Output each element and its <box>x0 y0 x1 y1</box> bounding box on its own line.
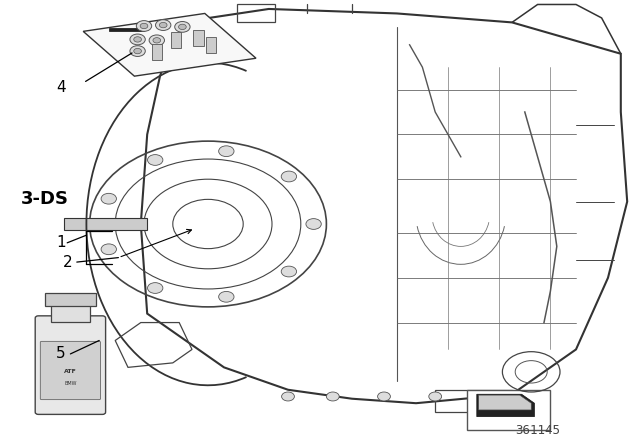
Polygon shape <box>479 395 531 410</box>
Text: 3-DS: 3-DS <box>21 190 69 208</box>
Circle shape <box>219 146 234 157</box>
Circle shape <box>219 291 234 302</box>
Text: ATF: ATF <box>64 369 77 375</box>
Polygon shape <box>83 13 256 76</box>
Circle shape <box>147 283 163 293</box>
Bar <box>51 303 90 322</box>
Polygon shape <box>477 394 534 417</box>
Text: 5: 5 <box>56 346 66 362</box>
Bar <box>206 37 216 53</box>
Bar <box>64 218 147 230</box>
Circle shape <box>134 37 141 42</box>
Bar <box>45 293 96 306</box>
Bar <box>467 390 550 430</box>
Bar <box>435 390 512 412</box>
Circle shape <box>153 38 161 43</box>
Circle shape <box>281 266 296 277</box>
Circle shape <box>474 392 486 401</box>
FancyBboxPatch shape <box>35 316 106 414</box>
Bar <box>109 28 144 31</box>
Text: BMW: BMW <box>64 380 77 386</box>
Text: 2: 2 <box>62 254 72 270</box>
Text: 1: 1 <box>56 235 66 250</box>
Circle shape <box>306 219 321 229</box>
Circle shape <box>175 22 190 32</box>
Circle shape <box>179 24 186 30</box>
Circle shape <box>101 244 116 254</box>
Circle shape <box>282 392 294 401</box>
Circle shape <box>134 48 141 54</box>
Circle shape <box>140 23 148 29</box>
FancyBboxPatch shape <box>40 341 100 400</box>
Circle shape <box>378 392 390 401</box>
Circle shape <box>159 22 167 28</box>
Text: 4: 4 <box>56 80 66 95</box>
Circle shape <box>326 392 339 401</box>
Circle shape <box>156 20 171 30</box>
Circle shape <box>101 194 116 204</box>
Bar <box>152 44 162 60</box>
Circle shape <box>130 46 145 56</box>
Bar <box>171 32 181 48</box>
Text: 361145: 361145 <box>515 424 560 437</box>
Circle shape <box>136 21 152 31</box>
Circle shape <box>149 35 164 46</box>
Bar <box>193 30 204 46</box>
Circle shape <box>281 171 296 182</box>
Circle shape <box>429 392 442 401</box>
Circle shape <box>148 155 163 165</box>
Circle shape <box>130 34 145 45</box>
